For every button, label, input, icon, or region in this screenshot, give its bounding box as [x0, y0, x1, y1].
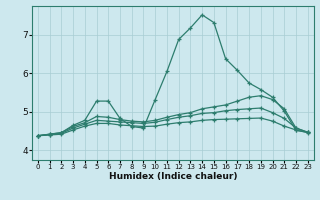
X-axis label: Humidex (Indice chaleur): Humidex (Indice chaleur): [108, 172, 237, 181]
